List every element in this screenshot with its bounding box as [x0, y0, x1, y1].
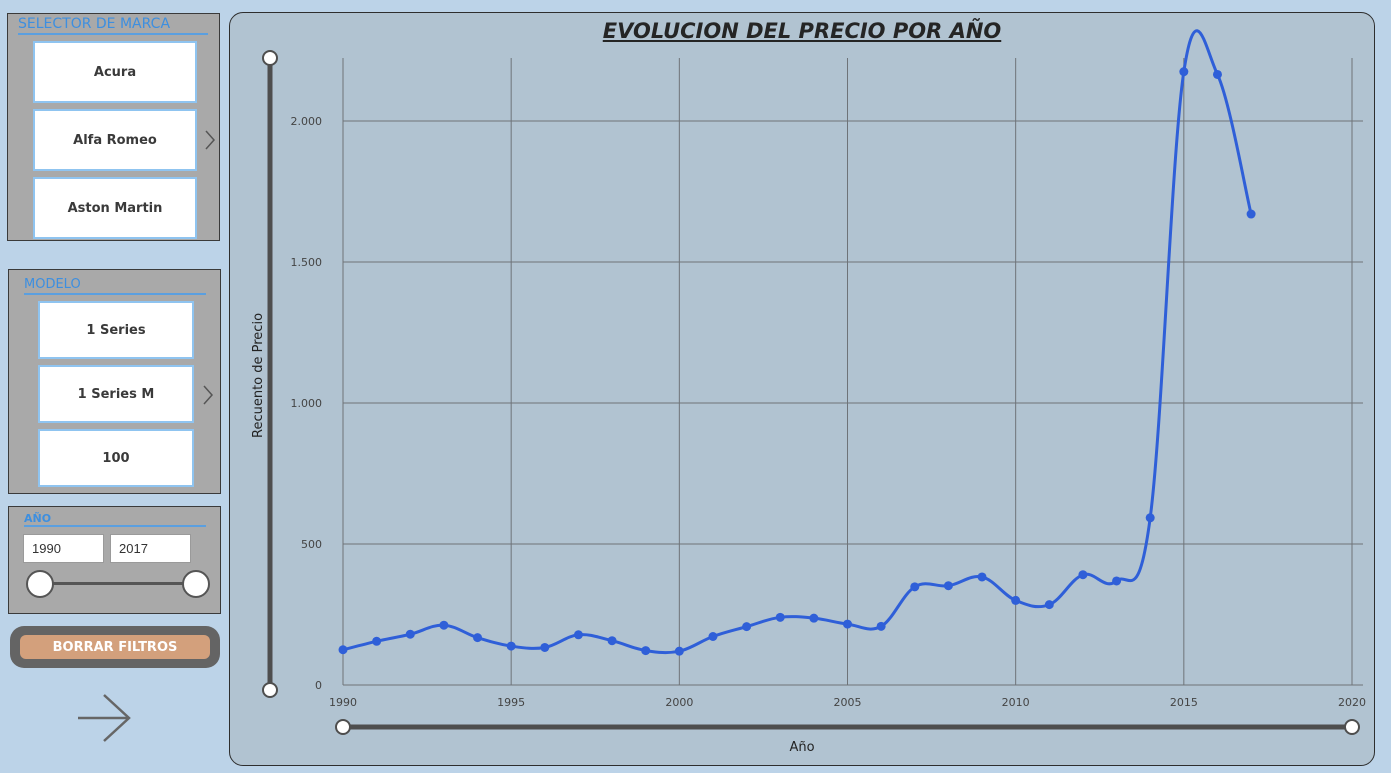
- data-point: [1011, 595, 1021, 605]
- chevron-right-icon[interactable]: [202, 384, 214, 406]
- data-point: [843, 619, 852, 629]
- y-tick-label: 1.500: [291, 256, 323, 269]
- data-point: [1179, 67, 1189, 77]
- model-slicer-panel: MODELO 1 Series 1 Series M 100: [8, 269, 221, 494]
- chevron-right-icon[interactable]: [204, 129, 216, 151]
- data-point: [742, 622, 752, 632]
- data-point: [1212, 69, 1222, 79]
- year-slicer-panel: AÑO 1990 2017: [8, 506, 221, 614]
- data-point: [540, 642, 550, 652]
- reset-filters-label: BORRAR FILTROS: [20, 635, 210, 659]
- data-point: [943, 581, 953, 591]
- x-range-min-handle[interactable]: [335, 719, 351, 735]
- data-point: [977, 572, 987, 582]
- y-tick-label: 500: [301, 538, 322, 551]
- year-range-start-handle[interactable]: [26, 570, 54, 598]
- model-slicer-title: MODELO: [24, 275, 206, 295]
- data-point: [1044, 600, 1054, 610]
- data-point: [708, 631, 718, 641]
- y-range-max-handle[interactable]: [262, 50, 278, 66]
- data-point: [775, 612, 785, 622]
- y-tick-label: 2.000: [291, 115, 323, 128]
- y-tick-label: 0: [315, 679, 322, 692]
- x-axis-title: Año: [789, 740, 815, 755]
- data-point: [809, 613, 819, 623]
- model-item-100[interactable]: 100: [38, 429, 194, 487]
- x-tick-label: 1995: [497, 696, 525, 709]
- year-slicer-title: AÑO: [24, 511, 206, 527]
- reset-filters-button[interactable]: BORRAR FILTROS: [10, 626, 220, 668]
- data-point: [1078, 570, 1088, 580]
- data-point: [1112, 576, 1122, 586]
- data-point: [439, 620, 449, 630]
- brand-slicer-title: SELECTOR DE MARCA: [18, 14, 208, 35]
- data-point: [338, 645, 348, 655]
- data-point: [910, 582, 920, 592]
- model-item-1-series[interactable]: 1 Series: [38, 301, 194, 359]
- brand-item-aston-martin[interactable]: Aston Martin: [33, 177, 197, 239]
- model-item-1-series-m[interactable]: 1 Series M: [38, 365, 194, 423]
- x-tick-label: 2010: [1002, 696, 1030, 709]
- x-tick-label: 2020: [1338, 696, 1366, 709]
- data-point: [1145, 513, 1155, 523]
- y-range-min-handle[interactable]: [262, 682, 278, 698]
- data-point: [1246, 209, 1256, 219]
- x-range-max-handle[interactable]: [1344, 719, 1360, 735]
- y-tick-label: 1.000: [291, 397, 323, 410]
- data-point: [641, 646, 651, 656]
- data-point: [607, 636, 617, 646]
- x-tick-label: 2000: [665, 696, 693, 709]
- brand-item-alfa-romeo[interactable]: Alfa Romeo: [33, 109, 197, 171]
- data-point: [506, 641, 516, 651]
- data-point: [473, 633, 483, 643]
- data-point: [674, 646, 684, 656]
- data-point: [405, 629, 415, 639]
- year-range-end-handle[interactable]: [182, 570, 210, 598]
- x-tick-label: 2005: [834, 696, 862, 709]
- arrow-right-icon[interactable]: [76, 693, 134, 743]
- year-end-input[interactable]: 2017: [110, 534, 191, 563]
- x-tick-label: 2015: [1170, 696, 1198, 709]
- x-tick-label: 1990: [329, 696, 357, 709]
- brand-slicer-panel: SELECTOR DE MARCA Acura Alfa Romeo Aston…: [7, 13, 220, 241]
- data-point: [573, 630, 583, 640]
- year-start-input[interactable]: 1990: [23, 534, 104, 563]
- chart-title: EVOLUCION DEL PRECIO POR AÑO: [602, 19, 1002, 43]
- series-line: [342, 29, 1253, 655]
- brand-item-acura[interactable]: Acura: [33, 41, 197, 103]
- year-range-track[interactable]: [40, 582, 196, 585]
- data-point: [876, 621, 886, 631]
- data-point: [372, 636, 382, 646]
